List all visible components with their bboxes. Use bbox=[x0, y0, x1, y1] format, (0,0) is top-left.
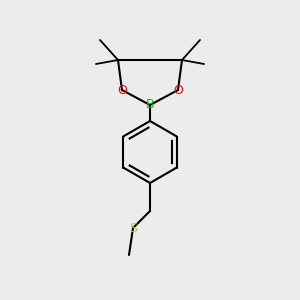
Text: O: O bbox=[173, 83, 183, 97]
Text: B: B bbox=[146, 98, 154, 112]
Text: S: S bbox=[129, 221, 137, 235]
Text: O: O bbox=[117, 83, 127, 97]
